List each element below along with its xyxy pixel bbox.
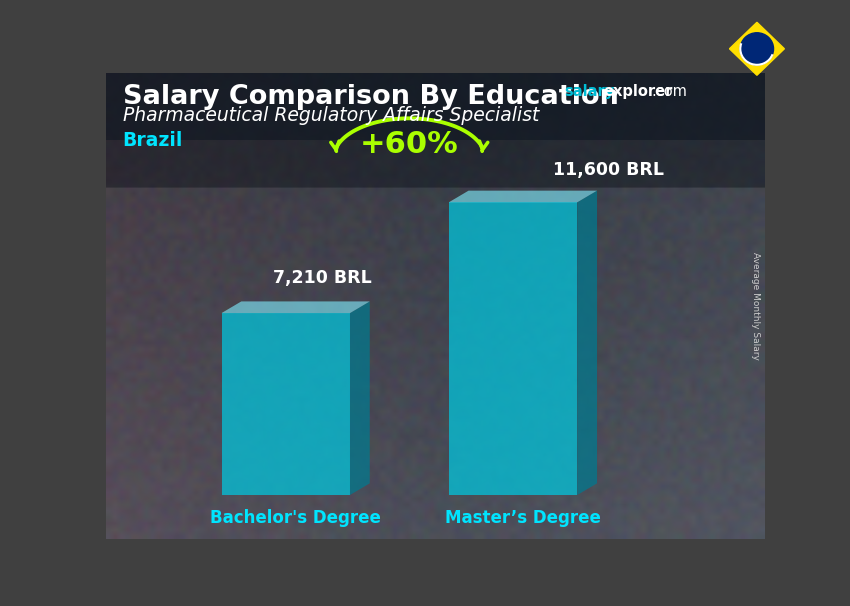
Text: Average Monthly Salary: Average Monthly Salary (751, 252, 760, 360)
Polygon shape (449, 202, 577, 495)
Polygon shape (449, 191, 597, 202)
Text: 11,600 BRL: 11,600 BRL (552, 161, 664, 179)
Polygon shape (222, 313, 350, 495)
Text: salary: salary (564, 84, 615, 99)
Text: 7,210 BRL: 7,210 BRL (273, 270, 371, 287)
Text: Salary Comparison By Education: Salary Comparison By Education (122, 84, 619, 110)
Text: Brazil: Brazil (122, 131, 183, 150)
Text: Bachelor's Degree: Bachelor's Degree (210, 509, 381, 527)
Text: .com: .com (652, 84, 688, 99)
Polygon shape (222, 301, 370, 313)
Circle shape (740, 33, 774, 65)
Text: +60%: +60% (360, 130, 459, 159)
Text: Master’s Degree: Master’s Degree (445, 509, 601, 527)
Polygon shape (350, 301, 370, 495)
Bar (106, 73, 765, 141)
Text: explorer: explorer (604, 84, 673, 99)
Polygon shape (729, 22, 785, 75)
Text: Pharmaceutical Regulatory Affairs Specialist: Pharmaceutical Regulatory Affairs Specia… (122, 106, 539, 125)
Polygon shape (577, 191, 597, 495)
